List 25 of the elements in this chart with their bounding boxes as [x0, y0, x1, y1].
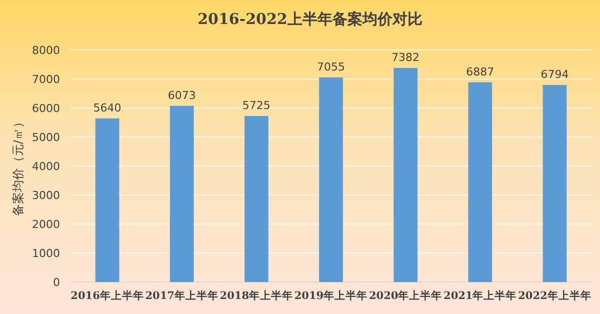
x-tick-label: 2016年上半年 [70, 289, 144, 302]
y-tick-label: 8000 [32, 44, 60, 57]
x-tick-label: 2020年上半年 [368, 289, 442, 302]
y-tick-label: 1000 [32, 247, 60, 260]
x-tick-label: 2019年上半年 [294, 289, 368, 302]
y-tick-label: 3000 [32, 189, 60, 202]
data-label: 6794 [540, 68, 569, 81]
y-axis-title: 备案均价（元/㎡） [11, 116, 25, 216]
data-label: 6887 [466, 65, 494, 78]
data-label: 6073 [168, 88, 196, 102]
data-label: 7382 [392, 50, 420, 64]
x-tick-label: 2018年上半年 [220, 289, 294, 302]
x-tick-label: 2021年上半年 [444, 289, 517, 302]
y-tick-label: 4000 [32, 160, 60, 173]
y-tick-label: 2000 [32, 218, 60, 231]
y-tick-label: 7000 [32, 73, 60, 86]
data-label: 5725 [242, 98, 270, 112]
data-label: 5640 [93, 101, 122, 114]
data-label: 7055 [317, 60, 345, 74]
chart-title: 2016-2022上半年备案均价对比 [198, 10, 422, 28]
y-tick-label: 6000 [32, 102, 60, 115]
y-tick-label: 5000 [32, 131, 60, 144]
x-tick-label: 2022年上半年 [518, 289, 592, 302]
y-tick-label: 0 [53, 276, 60, 289]
x-tick-label: 2017年上半年 [145, 289, 218, 302]
